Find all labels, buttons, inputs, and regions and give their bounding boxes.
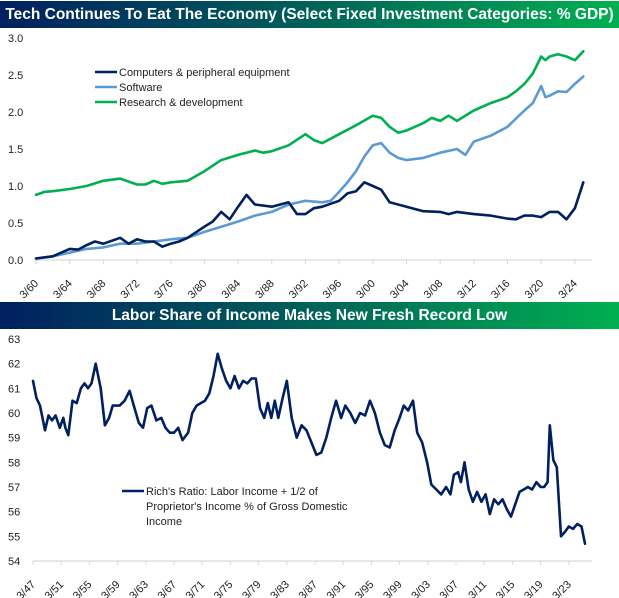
y-tick-label: 1.5 [8, 144, 23, 156]
x-tick-label: 3/80 [186, 278, 210, 300]
chart-1-legend: Computers & peripheral equipment Software… [95, 67, 290, 109]
legend-label: Research & development [119, 97, 243, 109]
chart-1-tech-investment: 0.0 0.5 1.0 1.5 2.0 2.5 3.0 3/60 3/64 3/68 3/72 3/7… [8, 33, 592, 300]
x-tick-label: 3/75 [212, 579, 236, 598]
series-line-0 [34, 181, 585, 260]
y-tick-label: 56 [8, 507, 20, 519]
chart-2-legend: Rich's Ratio: Labor Income + 1/2 of Propr… [122, 486, 348, 528]
x-tick-label: 3/88 [253, 278, 277, 300]
x-tick-label: 3/71 [184, 579, 208, 598]
x-tick-label: 3/08 [422, 278, 446, 300]
x-tick-label: 3/64 [51, 278, 75, 300]
y-tick-label: 58 [8, 457, 20, 469]
x-tick-label: 3/51 [43, 579, 67, 598]
series-line-1 [34, 75, 585, 260]
y-tick-label: 61 [8, 383, 20, 395]
x-tick-label: 3/55 [71, 579, 95, 598]
x-tick-label: 3/84 [220, 278, 244, 300]
x-tick-label: 3/99 [381, 579, 405, 598]
chart-2-series [31, 352, 587, 546]
x-tick-label: 3/19 [522, 579, 546, 598]
x-tick-label: 3/47 [14, 579, 38, 598]
y-tick-label: 63 [8, 334, 20, 346]
chart-1-series [34, 49, 585, 260]
x-tick-label: 3/63 [127, 579, 151, 598]
y-tick-label: 1.0 [8, 181, 23, 193]
y-tick-label: 0.5 [8, 218, 23, 230]
x-tick-label: 3/79 [240, 579, 264, 598]
x-tick-label: 3/23 [550, 579, 574, 598]
x-tick-label: 3/04 [388, 278, 412, 300]
x-tick-label: 3/67 [155, 579, 179, 598]
x-tick-label: 3/60 [17, 278, 41, 300]
x-tick-label: 3/07 [437, 579, 461, 598]
y-tick-label: 55 [8, 531, 20, 543]
x-tick-label: 3/91 [325, 579, 349, 598]
y-tick-label: 2.5 [8, 70, 23, 82]
x-tick-label: 3/68 [85, 278, 109, 300]
x-tick-label: 3/20 [523, 278, 547, 300]
x-tick-label: 3/72 [119, 278, 143, 300]
legend-label: Proprietor's Income % of Gross Domestic [146, 501, 348, 513]
x-tick-label: 3/96 [321, 278, 345, 300]
x-tick-label: 3/83 [268, 579, 292, 598]
x-tick-label: 3/95 [353, 579, 377, 598]
y-tick-label: 62 [8, 359, 20, 371]
y-tick-label: 54 [8, 556, 20, 568]
y-tick-label: 3.0 [8, 33, 23, 45]
x-tick-label: 3/24 [556, 278, 580, 300]
y-tick-label: 0.0 [8, 255, 23, 267]
y-tick-label: 2.0 [8, 107, 23, 119]
x-tick-label: 3/76 [152, 278, 176, 300]
series-line-0 [31, 352, 587, 546]
legend-label: Computers & peripheral equipment [119, 67, 290, 79]
legend-label: Software [119, 82, 162, 94]
chart-2-axes: 54 55 56 57 58 59 60 61 62 63 3/47 3/51 3/55 3/59 3/63… [8, 334, 592, 598]
x-tick-label: 3/59 [99, 579, 123, 598]
series-line-2 [34, 49, 585, 197]
y-tick-label: 57 [8, 482, 20, 494]
x-tick-label: 3/87 [296, 579, 320, 598]
x-tick-label: 3/92 [287, 278, 311, 300]
y-tick-label: 59 [8, 433, 20, 445]
legend-label: Income [146, 516, 182, 528]
x-tick-label: 3/16 [489, 278, 513, 300]
chart-1-title-banner: Tech Continues To Eat The Economy (Selec… [0, 1, 619, 28]
chart-2-title-banner: Labor Share of Income Makes New Fresh Re… [0, 302, 619, 329]
x-tick-label: 3/03 [409, 579, 433, 598]
y-tick-label: 60 [8, 408, 20, 420]
x-tick-label: 3/12 [455, 278, 479, 300]
x-tick-label: 3/15 [494, 579, 518, 598]
legend-label: Rich's Ratio: Labor Income + 1/2 of [146, 486, 319, 498]
x-tick-label: 3/00 [354, 278, 378, 300]
x-tick-label: 3/11 [466, 579, 489, 598]
